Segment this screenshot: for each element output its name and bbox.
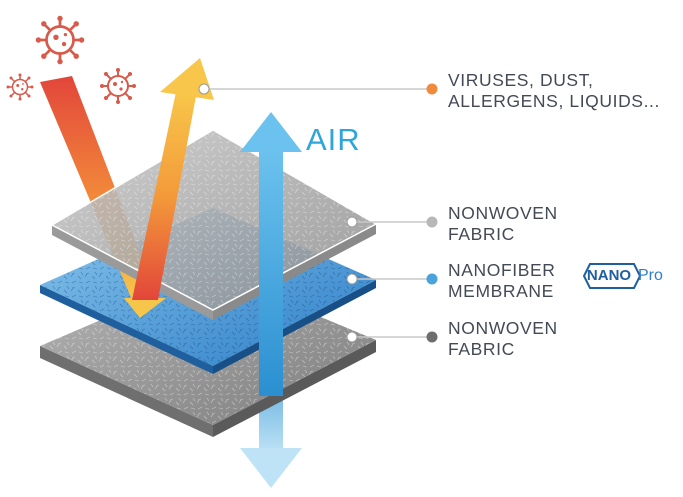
nano-pro-logo	[582, 263, 642, 289]
callout-nonwoven-bottom-line-2: FABRIC	[448, 339, 515, 359]
callout-particles-label: VIRUSES, DUST, ALLERGENS, LIQUIDS...	[448, 70, 660, 112]
layer-marker-dots	[198, 83, 358, 343]
callout-dot-particles	[426, 83, 438, 95]
callout-nanofiber-line-2: MEMBRANE	[448, 281, 554, 301]
callout-particles-line-1: VIRUSES, DUST,	[448, 70, 594, 90]
callout-nonwoven-top-line-1: NONWOVEN	[448, 203, 558, 223]
virus-icon-large	[34, 14, 86, 66]
nano-pro-badge: NANO Pro	[578, 261, 678, 291]
air-arrow-up-icon	[240, 112, 302, 396]
nonwoven-fabric-top-layer	[50, 129, 378, 320]
air-label: AIR	[306, 122, 361, 157]
callout-dot-nonwoven-bottom	[426, 331, 438, 343]
callout-nanofiber-label: NANOFIBER MEMBRANE	[448, 260, 556, 302]
callout-nonwoven-bottom-label: NONWOVEN FABRIC	[448, 318, 558, 360]
callout-nonwoven-top-label: NONWOVEN FABRIC	[448, 203, 558, 245]
virus-icon-small	[5, 72, 35, 102]
callout-nanofiber-line-1: NANOFIBER	[448, 260, 556, 280]
callout-dot-nonwoven-top	[426, 216, 438, 228]
callout-nonwoven-bottom-line-1: NONWOVEN	[448, 318, 558, 338]
pro-badge-text: Pro	[638, 267, 663, 284]
callout-particles-line-2: ALLERGENS, LIQUIDS...	[448, 91, 660, 111]
callout-nonwoven-top-line-2: FABRIC	[448, 224, 515, 244]
callout-dots	[426, 83, 438, 343]
callout-leader-lines	[204, 88, 432, 338]
callout-dot-nanofiber	[426, 273, 438, 285]
virus-icon-medium	[99, 67, 137, 105]
nano-badge-text: NANO	[586, 267, 632, 284]
